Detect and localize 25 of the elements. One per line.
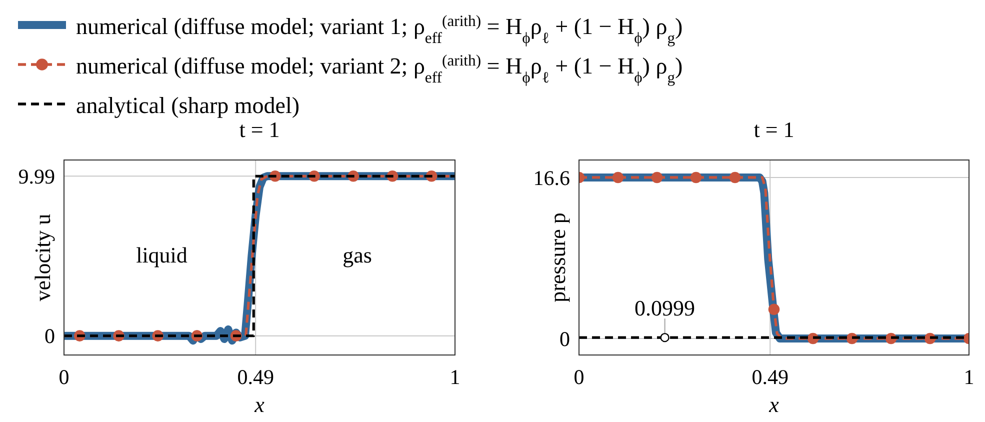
text: numerical (diffuse model; variant 2; ρ$_{eff}$$^{(arith)}$ = H$_{ϕ}$ρ$_{ℓ}$ + (1 − H$_{ϕ}$) ρ$_{g}$) [76,52,683,86]
x-tick-label: 0.49 [752,365,788,389]
x-axis-title: x [768,392,780,417]
x-tick-label: 1 [450,365,460,389]
annotation: 0.0999 [634,296,696,321]
x-axis-title: x [254,392,265,417]
point [651,172,663,184]
y-tick-label: 16.6 [533,166,570,190]
legend-label: analytical (sharp model) [76,93,300,118]
chart-title: t = 1 [239,117,280,142]
annotation: liquid [136,242,188,268]
y-axis-title: velocity u [30,214,55,302]
text: numerical (diffuse model; variant 1; ρ$_{eff}$$^{(arith)}$ = H$_{ϕ}$ρ$_{ℓ}$ + (1 − H$_{ϕ}$) ρ$_{g}$) [76,12,683,46]
x-tick-label: 1 [964,365,974,389]
point [729,172,741,184]
x-tick-label: 0 [574,365,584,389]
point [690,172,702,184]
x-tick-label: 0 [58,365,70,389]
x-tick-label: 0.49 [237,365,274,389]
point [612,172,624,184]
y-axis-title: pressure p [545,212,570,302]
y-tick-label: 9.99 [18,164,55,188]
annotation: gas [342,242,372,268]
point [768,304,780,316]
chart-title: t = 1 [754,117,794,142]
